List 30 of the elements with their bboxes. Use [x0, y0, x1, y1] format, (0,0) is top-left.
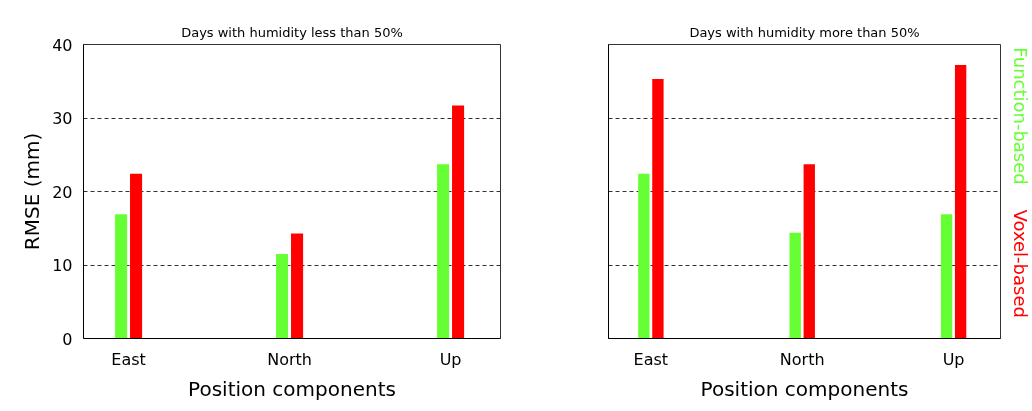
y-tick-label: 0 [62, 329, 73, 349]
text: Voxel-based [1010, 209, 1031, 318]
bar [452, 105, 465, 339]
chart-title: Days with humidity less than 50% [181, 24, 403, 40]
x-tick-label: North [267, 349, 312, 369]
bar [276, 253, 289, 339]
y-tick-label: 40 [52, 35, 73, 55]
bar [652, 79, 664, 339]
y-axis-title: RMSE (mm) [20, 132, 45, 251]
x-axis-title: Position components [700, 376, 909, 401]
bar [940, 214, 953, 339]
bar [437, 164, 450, 339]
x-tick-label: Up [942, 349, 965, 369]
bar [789, 232, 801, 339]
bar [954, 65, 967, 339]
x-axis-title: Position components [188, 376, 396, 401]
bar [130, 173, 143, 339]
y-tick-label: 10 [52, 256, 73, 275]
bar [803, 164, 815, 339]
chart-title: Days with humidity more than 50% [689, 24, 920, 40]
y-tick-label: 30 [52, 109, 73, 128]
bar [115, 214, 128, 339]
x-tick-label: East [633, 349, 669, 369]
y-tick-label: 20 [52, 182, 73, 202]
x-tick-label: North [779, 349, 825, 369]
x-tick-label: Up [439, 349, 462, 369]
x-tick-label: East [111, 349, 146, 369]
bar [638, 173, 650, 339]
bar [291, 233, 304, 339]
text: Function-based [1010, 47, 1031, 185]
